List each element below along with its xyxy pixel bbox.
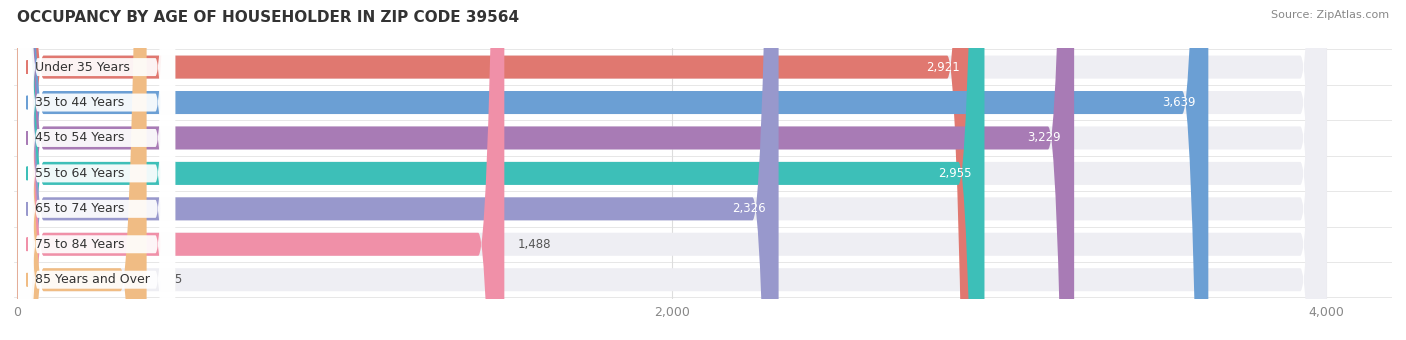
FancyBboxPatch shape — [18, 0, 176, 340]
FancyBboxPatch shape — [17, 0, 1326, 340]
Text: 85 Years and Over: 85 Years and Over — [35, 273, 150, 286]
FancyBboxPatch shape — [17, 0, 1074, 340]
FancyBboxPatch shape — [18, 0, 176, 340]
FancyBboxPatch shape — [18, 0, 176, 340]
Text: 2,921: 2,921 — [927, 61, 960, 73]
Text: 2,326: 2,326 — [733, 202, 765, 215]
FancyBboxPatch shape — [17, 0, 1326, 340]
Text: 65 to 74 Years: 65 to 74 Years — [35, 202, 125, 215]
FancyBboxPatch shape — [17, 0, 1326, 340]
Text: OCCUPANCY BY AGE OF HOUSEHOLDER IN ZIP CODE 39564: OCCUPANCY BY AGE OF HOUSEHOLDER IN ZIP C… — [17, 10, 519, 25]
FancyBboxPatch shape — [17, 0, 1326, 340]
Text: 75 to 84 Years: 75 to 84 Years — [35, 238, 125, 251]
Text: 2,955: 2,955 — [938, 167, 972, 180]
Text: 55 to 64 Years: 55 to 64 Years — [35, 167, 125, 180]
FancyBboxPatch shape — [18, 0, 176, 340]
FancyBboxPatch shape — [17, 0, 1326, 340]
Text: 3,639: 3,639 — [1161, 96, 1195, 109]
FancyBboxPatch shape — [17, 0, 973, 340]
FancyBboxPatch shape — [18, 0, 176, 340]
Text: 395: 395 — [160, 273, 181, 286]
Text: 3,229: 3,229 — [1028, 132, 1062, 144]
Text: 45 to 54 Years: 45 to 54 Years — [35, 132, 125, 144]
FancyBboxPatch shape — [17, 0, 146, 340]
FancyBboxPatch shape — [17, 0, 984, 340]
FancyBboxPatch shape — [17, 0, 505, 340]
Text: 35 to 44 Years: 35 to 44 Years — [35, 96, 125, 109]
FancyBboxPatch shape — [17, 0, 1326, 340]
FancyBboxPatch shape — [18, 0, 176, 340]
FancyBboxPatch shape — [18, 0, 176, 340]
FancyBboxPatch shape — [17, 0, 779, 340]
Text: Under 35 Years: Under 35 Years — [35, 61, 131, 73]
Text: Source: ZipAtlas.com: Source: ZipAtlas.com — [1271, 10, 1389, 20]
Text: 1,488: 1,488 — [517, 238, 551, 251]
FancyBboxPatch shape — [17, 0, 1326, 340]
FancyBboxPatch shape — [17, 0, 1208, 340]
